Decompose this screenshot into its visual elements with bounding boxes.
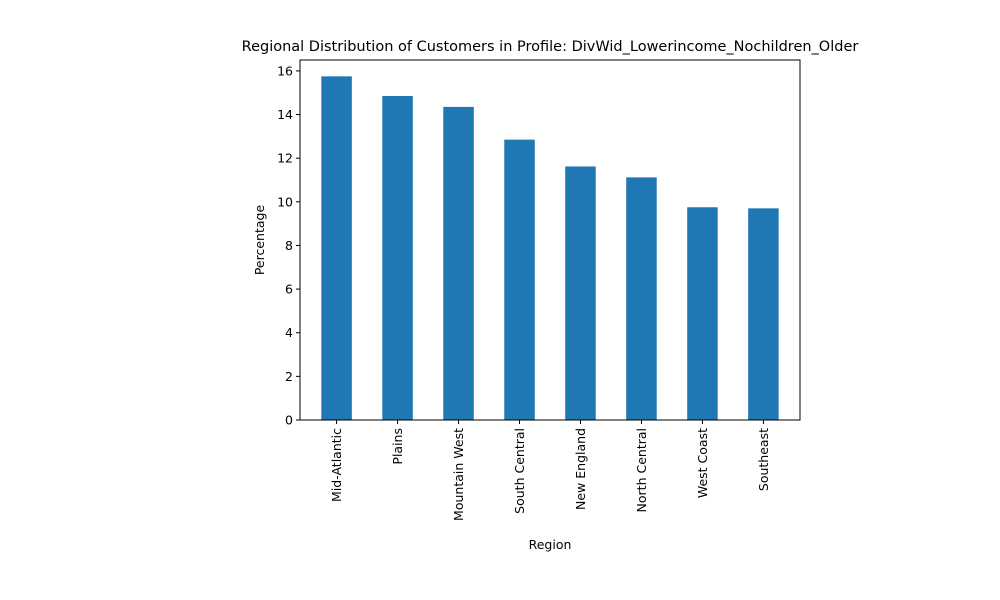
x-tick-label: South Central [512,428,527,514]
x-axis: Mid-Atlantic Plains Mountain West South Cen… [329,420,771,521]
y-tick-label: 16 [277,63,293,78]
x-tick-label: Plains [390,428,405,465]
bar-new-england [565,166,596,420]
x-tick-label: Mountain West [451,428,466,521]
plot-frame [299,59,801,421]
y-tick-label: 0 [285,413,293,428]
y-tick-label: 4 [285,325,293,340]
bar-mountain-west [443,106,474,420]
y-tick-label: 6 [285,282,293,297]
y-tick-label: 10 [277,194,293,209]
bar-south-central [504,139,535,420]
y-axis: 0 2 4 6 8 10 12 14 16 [277,63,300,428]
x-tick-label: West Coast [695,428,710,498]
x-tick-label: Southeast [756,428,771,491]
bars-layer [321,76,779,421]
bar-mid-atlantic [321,76,352,421]
y-tick-label: 12 [277,151,293,166]
x-tick-label: North Central [634,428,649,512]
y-tick-label: 14 [277,107,293,122]
bar-north-central [626,177,657,420]
y-tick-label: 2 [285,369,293,384]
y-axis-label: Percentage [252,205,267,276]
chart-title: Regional Distribution of Customers in Pr… [242,39,859,55]
x-axis-label: Region [529,537,572,552]
x-tick-label: Mid-Atlantic [329,428,344,502]
bar-southeast [748,208,779,420]
bar-plains [382,96,413,420]
bar-west-coast [687,207,718,420]
x-tick-label: New England [573,428,588,510]
y-tick-label: 8 [285,238,293,253]
